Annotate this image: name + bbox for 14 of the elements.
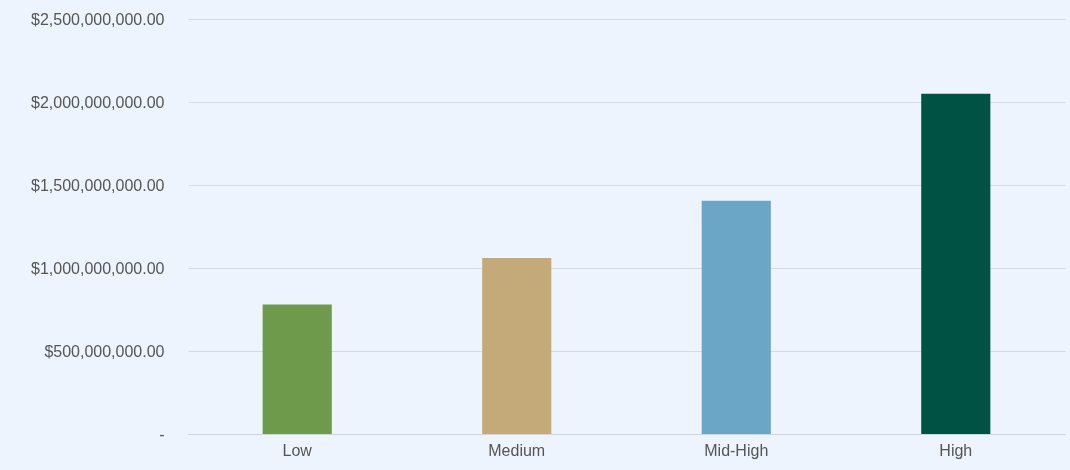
y-tick-label: $2,000,000,000.00 xyxy=(31,93,165,111)
x-tick-label: Mid-High xyxy=(704,441,769,459)
y-tick-label: $1,000,000,000.00 xyxy=(31,259,165,277)
bar xyxy=(482,258,552,434)
bar xyxy=(921,93,991,434)
bar xyxy=(701,200,771,434)
x-tick-label: High xyxy=(939,441,973,459)
x-tick-label: Low xyxy=(282,441,313,459)
y-tick-label: $500,000,000.00 xyxy=(44,342,165,360)
x-tick-label: Medium xyxy=(488,441,546,459)
y-tick-label: $1,500,000,000.00 xyxy=(31,176,165,194)
bar xyxy=(262,304,332,434)
y-tick-label: - xyxy=(159,425,165,443)
y-tick-label: $2,500,000,000.00 xyxy=(31,10,165,28)
